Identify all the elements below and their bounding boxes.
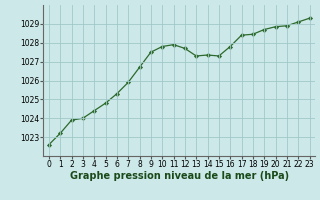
X-axis label: Graphe pression niveau de la mer (hPa): Graphe pression niveau de la mer (hPa) [70,171,289,181]
